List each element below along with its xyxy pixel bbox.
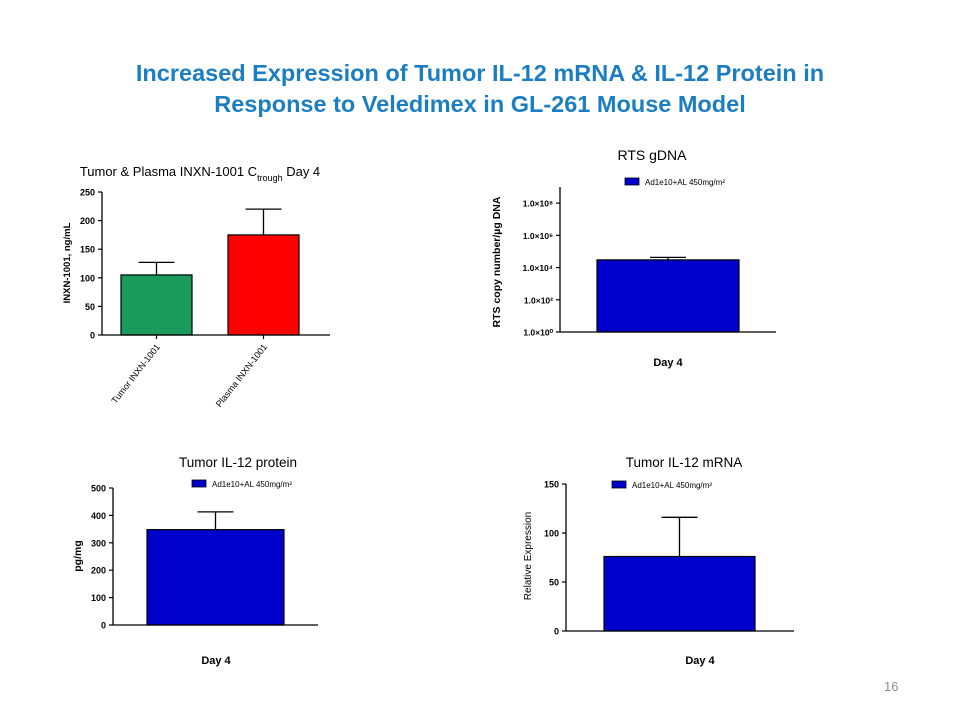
x-tick-label: Plasma INXN-1001 — [214, 342, 269, 409]
legend-swatch — [624, 177, 640, 186]
legend-swatch — [191, 479, 207, 488]
legend-swatch — [611, 480, 627, 489]
y-axis-label: Relative Expression — [523, 512, 534, 600]
legend-label: Ad1e10+AL 450mg/m² — [632, 481, 712, 490]
y-tick-label: 1.0×10⁴ — [523, 263, 553, 273]
x-axis-label: Day 4 — [685, 655, 715, 667]
y-tick-label: 0 — [554, 627, 559, 637]
y-tick-label: 1.0×10⁰ — [523, 328, 553, 338]
chart-title: RTS gDNA — [618, 147, 688, 163]
y-tick-label: 200 — [80, 216, 95, 226]
page-number: 16 — [884, 679, 899, 694]
bar — [146, 529, 285, 626]
y-tick-label: 50 — [549, 578, 559, 588]
chart-il12-protein: Tumor IL-12 protein pg/mg Day 4 0 100 200 3… — [72, 455, 318, 667]
y-axis-label: INXN-1001, ng/mL — [62, 222, 73, 303]
y-tick-label: 400 — [91, 511, 106, 521]
slide-title-line-1: Increased Expression of Tumor IL-12 mRNA… — [135, 60, 825, 86]
x-axis-label: Day 4 — [201, 655, 231, 667]
bar — [227, 234, 300, 336]
x-axis-label: Day 4 — [653, 357, 683, 369]
y-tick-label: 1.0×10⁸ — [523, 199, 553, 209]
legend-label: Ad1e10+AL 450mg/m² — [645, 178, 725, 187]
y-tick-label: 150 — [544, 480, 559, 490]
y-axis-label: pg/mg — [72, 540, 84, 572]
slide-title: Increased Expression of Tumor IL-12 mRNA… — [0, 58, 960, 120]
y-tick-label: 50 — [85, 302, 95, 312]
y-tick-label: 500 — [91, 484, 106, 494]
chart-rts-gdna: RTS gDNA RTS copy number/µg DNA Day 4 1.… — [491, 147, 776, 369]
y-tick-label: 1.0×10² — [524, 295, 553, 305]
chart-inxn-1001: Tumor & Plasma INXN-1001 Ctrough Day 4 I… — [62, 164, 330, 409]
y-tick-label: 100 — [91, 593, 106, 603]
y-axis-label: RTS copy number/µg DNA — [491, 196, 503, 327]
bar — [120, 274, 193, 336]
chart-title: Tumor & Plasma INXN-1001 Ctrough Day 4 — [80, 164, 320, 183]
y-tick-label: 150 — [80, 245, 95, 255]
y-tick-label: 300 — [91, 538, 106, 548]
y-tick-label: 100 — [544, 529, 559, 539]
y-tick-label: 250 — [80, 188, 95, 198]
y-tick-label: 200 — [91, 566, 106, 576]
bar — [603, 555, 756, 632]
bar — [596, 259, 740, 333]
y-tick-label: 1.0×10⁶ — [523, 231, 553, 241]
y-tick-label: 100 — [80, 273, 95, 283]
y-tick-label: 0 — [90, 331, 95, 341]
chart-title: Tumor IL-12 protein — [179, 455, 297, 470]
y-tick-label: 0 — [101, 621, 106, 631]
slide-title-line-2: Response to Veledimex in GL-261 Mouse Mo… — [214, 91, 746, 117]
chart-il12-mrna: Tumor IL-12 mRNA Relative Expression Day… — [523, 455, 794, 667]
x-tick-label: Tumor INXN-1001 — [109, 342, 162, 405]
legend-label: Ad1e10+AL 450mg/m² — [212, 480, 292, 489]
chart-title: Tumor IL-12 mRNA — [626, 455, 743, 470]
